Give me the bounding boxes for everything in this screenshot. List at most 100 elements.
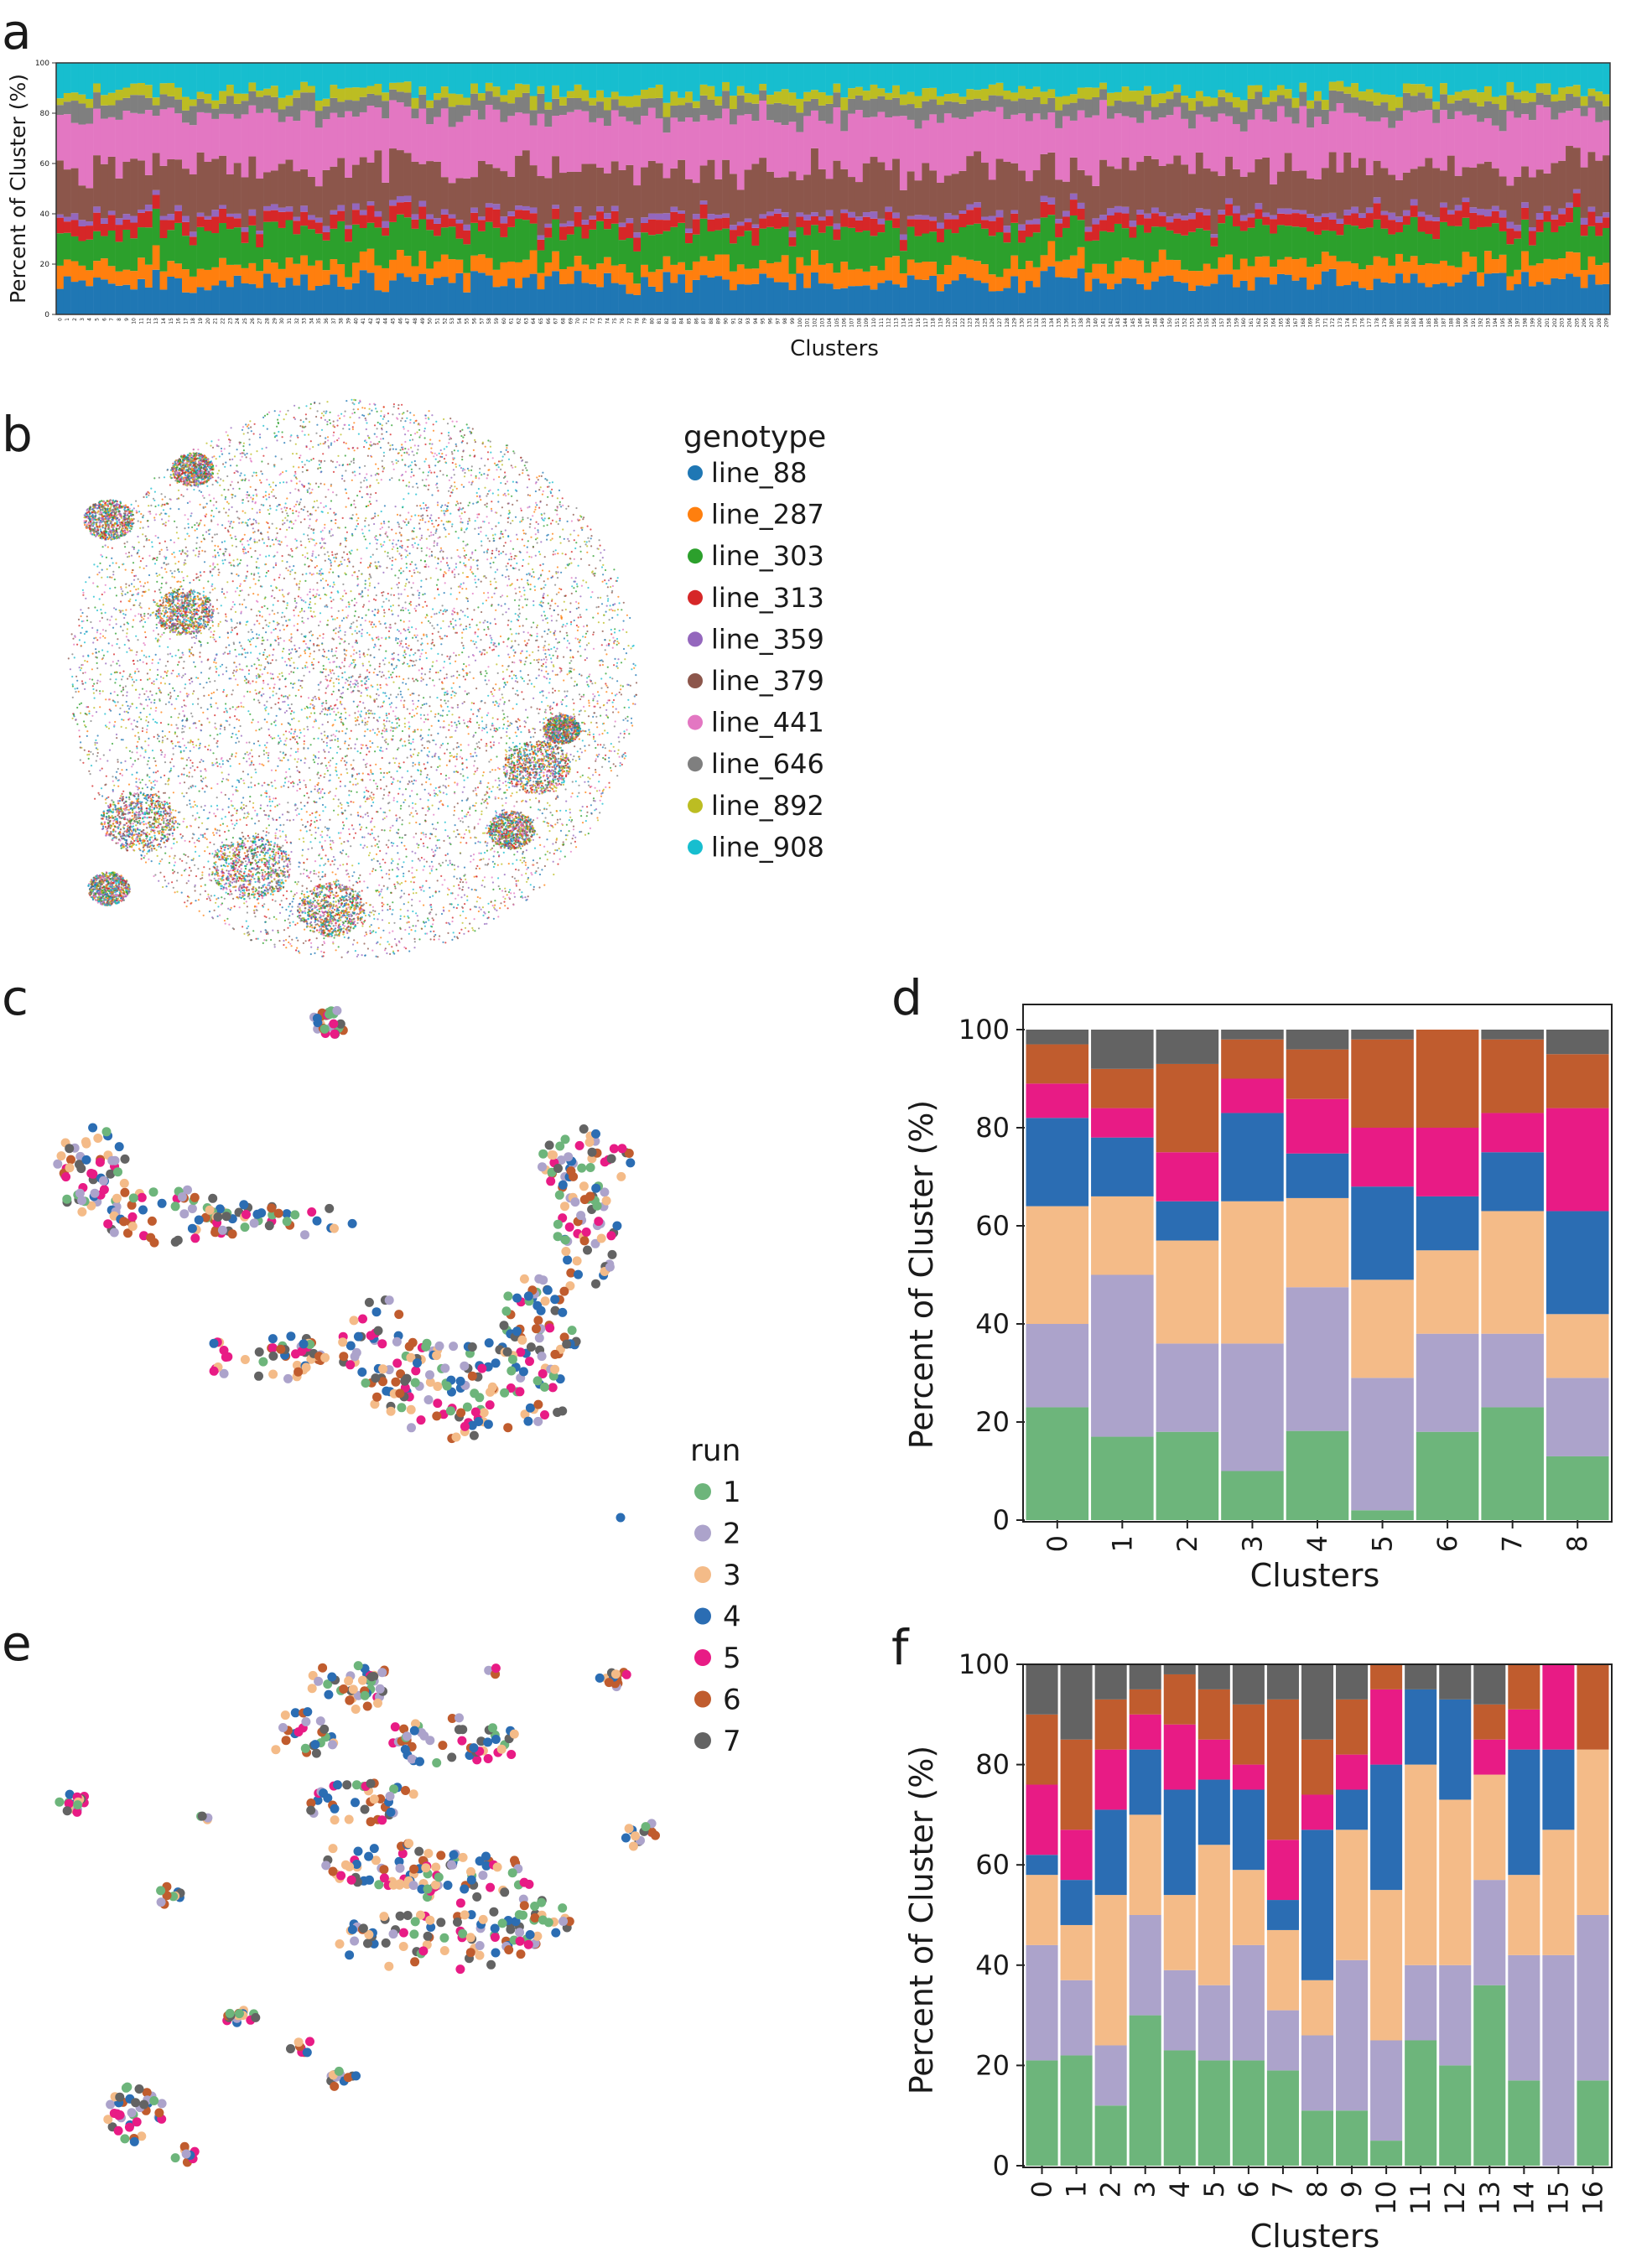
panel-a-bar-segment bbox=[766, 211, 775, 216]
panel-a-bar-segment bbox=[899, 189, 907, 235]
panel-a-bar-segment bbox=[1181, 215, 1189, 221]
panel-b-point bbox=[558, 848, 560, 850]
panel-b-point bbox=[140, 858, 143, 860]
panel-a-bar-segment bbox=[1018, 63, 1026, 86]
panel-a-bar-segment bbox=[1558, 214, 1566, 226]
panel-b-point bbox=[356, 881, 359, 884]
panel-a-bar-segment bbox=[411, 63, 419, 98]
panel-b-point bbox=[289, 713, 292, 715]
panel-a-bar-segment bbox=[1114, 205, 1122, 213]
panel-a-bar-segment bbox=[833, 240, 841, 273]
panel-b-point bbox=[569, 816, 572, 818]
panel-b-point bbox=[611, 584, 615, 588]
panel-b-point bbox=[249, 643, 252, 646]
panel-b-point bbox=[528, 478, 531, 480]
panel-a-bar-segment bbox=[1595, 63, 1603, 92]
panel-b-point bbox=[283, 577, 285, 580]
panel-a-bar-segment bbox=[1047, 63, 1056, 90]
panel-a-bar-segment bbox=[1328, 268, 1337, 314]
panel-b-point bbox=[71, 683, 74, 686]
panel-b-point bbox=[169, 695, 172, 698]
panel-a-bar-segment bbox=[256, 96, 264, 113]
panel-b-point bbox=[560, 588, 563, 591]
panel-a-bar-segment bbox=[1587, 63, 1596, 89]
panel-b-point bbox=[481, 602, 485, 605]
panel-a-bar-segment bbox=[485, 257, 493, 276]
panel-a-bar-segment bbox=[907, 63, 915, 92]
panel-b-point bbox=[570, 520, 574, 522]
panel-b-point bbox=[249, 457, 252, 460]
panel-a-bar-segment bbox=[1351, 281, 1359, 314]
panel-a-bar-segment bbox=[714, 218, 723, 231]
panel-b-point bbox=[144, 750, 147, 753]
panel-a-bar-segment bbox=[729, 225, 738, 231]
panel-b-point bbox=[382, 544, 385, 547]
panel-a-bar-segment bbox=[1047, 266, 1056, 314]
panel-a-bar-segment bbox=[1358, 228, 1367, 270]
panel-b-point bbox=[229, 650, 231, 652]
panel-b-point bbox=[352, 783, 355, 786]
panel-b-point bbox=[197, 899, 200, 901]
panel-a-bar-segment bbox=[685, 179, 694, 229]
panel-a-bar-segment bbox=[1535, 92, 1544, 106]
panel-b-point bbox=[312, 573, 314, 575]
panel-a-bar-segment bbox=[1417, 231, 1426, 266]
panel-a-bar-segment bbox=[1454, 63, 1462, 92]
panel-b-point bbox=[420, 547, 423, 550]
panel-a-bar-segment bbox=[337, 88, 345, 102]
panel-a-bar-segment bbox=[1402, 172, 1410, 210]
panel-b-point bbox=[116, 737, 118, 740]
panel-a-bar-segment bbox=[596, 206, 605, 212]
panel-b-point bbox=[147, 490, 149, 494]
panel-a-bar-segment bbox=[796, 273, 804, 314]
panel-a-bar-segment bbox=[115, 178, 123, 219]
panel-a-bar-segment bbox=[552, 98, 560, 117]
panel-a-bar-segment bbox=[1543, 94, 1551, 108]
panel-a-bar-segment bbox=[1440, 83, 1448, 95]
panel-a-bar-segment bbox=[670, 168, 678, 207]
panel-a-bar-segment bbox=[122, 219, 131, 230]
panel-b-point bbox=[335, 494, 338, 496]
panel-a-bar-segment bbox=[485, 105, 493, 164]
panel-a-bar-segment bbox=[714, 179, 723, 215]
panel-a-bar-segment bbox=[1158, 165, 1166, 213]
panel-b-point bbox=[462, 911, 465, 913]
panel-a-x-tick-label: 140 bbox=[1094, 318, 1099, 328]
panel-b-point bbox=[460, 841, 462, 843]
panel-b-point bbox=[179, 858, 181, 860]
panel-b-point bbox=[142, 527, 144, 529]
panel-a-bar-segment bbox=[862, 163, 870, 213]
panel-b-point bbox=[579, 550, 582, 553]
panel-letter-e: e bbox=[2, 1615, 32, 1672]
panel-a-bar-segment bbox=[729, 108, 738, 125]
panel-a-bar-segment bbox=[1195, 91, 1203, 101]
panel-a-bar-segment bbox=[1210, 97, 1218, 106]
panel-b-point bbox=[104, 544, 106, 547]
panel-b-point bbox=[278, 817, 281, 819]
panel-a-bar-segment bbox=[1551, 63, 1559, 95]
panel-a-bar-segment bbox=[581, 220, 590, 225]
panel-b-point bbox=[137, 786, 139, 789]
panel-a-bar-segment bbox=[1395, 107, 1404, 121]
panel-b-point bbox=[201, 874, 204, 876]
panel-b-point bbox=[298, 646, 301, 650]
panel-a-bar-segment bbox=[1247, 217, 1255, 228]
panel-b-point bbox=[376, 693, 378, 695]
panel-b-point bbox=[155, 513, 158, 516]
panel-b-point bbox=[411, 859, 413, 862]
panel-b-point bbox=[132, 681, 135, 683]
panel-b-point bbox=[361, 954, 363, 957]
panel-b-point bbox=[601, 790, 605, 792]
panel-b-point bbox=[433, 526, 435, 528]
panel-a-bar-segment bbox=[626, 238, 634, 273]
panel-a-bar-segment bbox=[1572, 63, 1581, 86]
panel-b-point bbox=[367, 609, 370, 611]
panel-b-point bbox=[347, 601, 350, 604]
panel-b-point bbox=[127, 639, 129, 641]
panel-a-bar-segment bbox=[1321, 217, 1329, 231]
panel-a-bar-segment bbox=[1099, 263, 1108, 284]
panel-b-point bbox=[503, 717, 506, 719]
panel-a-bar-segment bbox=[751, 283, 760, 314]
panel-a-bar-segment bbox=[736, 86, 745, 96]
panel-b-point bbox=[464, 615, 466, 617]
